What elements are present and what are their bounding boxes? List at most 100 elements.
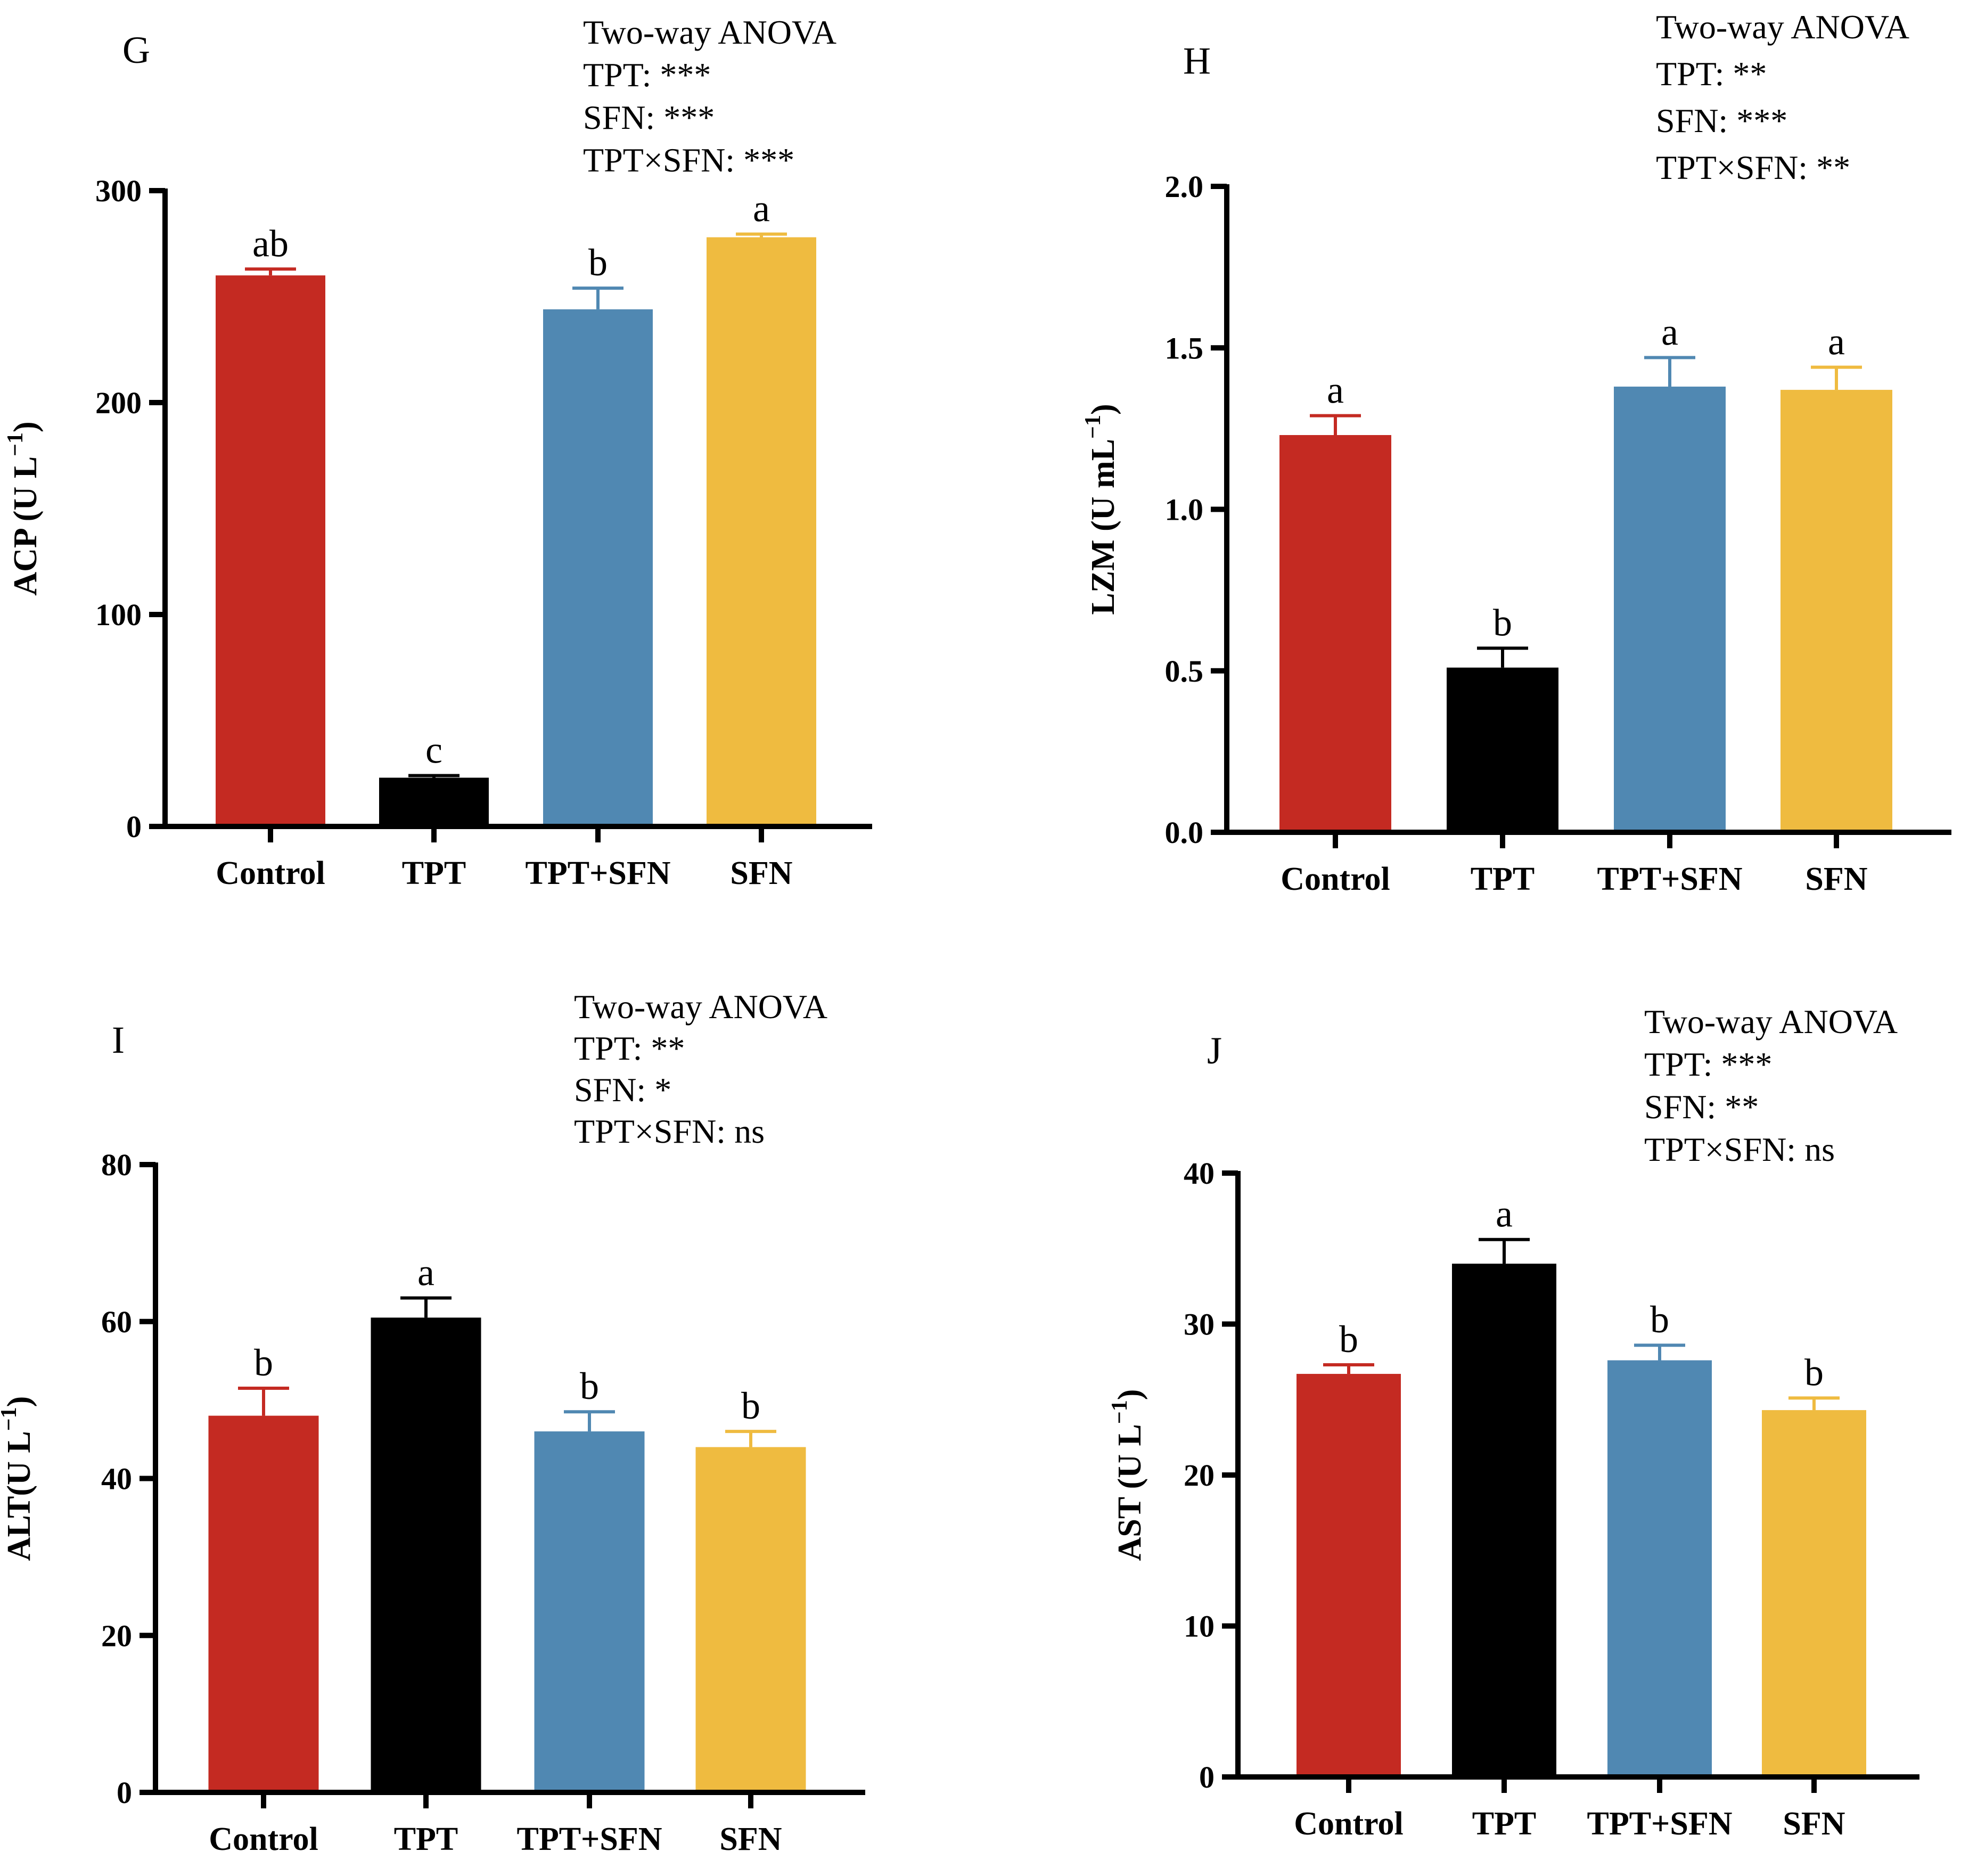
x-category-label: TPT (1472, 1806, 1537, 1842)
y-tick-label: 0 (117, 1775, 132, 1810)
x-category-label: TPT+SFN (525, 855, 670, 891)
anova-line: TPT×SFN: ns (1644, 1130, 1835, 1168)
significance-letter: a (753, 187, 770, 230)
y-tick-label: 0 (126, 809, 142, 844)
y-tick-label: 2.0 (1165, 169, 1204, 204)
y-tick-label: 0.5 (1165, 654, 1204, 689)
anova-line: Two-way ANOVA (583, 13, 836, 51)
bar-sfn (1781, 390, 1892, 832)
anova-line: TPT: *** (583, 56, 711, 94)
anova-line: TPT×SFN: *** (583, 141, 794, 179)
panel-letter: H (1183, 39, 1211, 82)
anova-line: TPT: ** (574, 1029, 685, 1067)
y-tick-label: 0.0 (1165, 815, 1204, 850)
significance-letter: a (1828, 321, 1845, 363)
y-axis-label-superscript: −1 (1107, 1400, 1132, 1424)
x-category-label: SFN (719, 1821, 782, 1857)
y-tick-label: 20 (101, 1618, 132, 1653)
y-tick-label: 1.0 (1165, 493, 1204, 527)
y-axis-label-text: LZM (U mL (1085, 439, 1121, 615)
y-axis-label: AST (U L−1) (1107, 1389, 1148, 1561)
significance-letter: a (1327, 369, 1344, 412)
bar-control (208, 1415, 319, 1792)
anova-line: SFN: * (574, 1071, 671, 1109)
bar-control (1279, 435, 1391, 832)
y-tick-label: 30 (1184, 1307, 1215, 1342)
x-category-label: Control (1294, 1806, 1404, 1842)
significance-letter: b (588, 241, 608, 284)
y-axis-label: ACP (U L−1) (3, 421, 44, 595)
y-tick-label: 60 (101, 1305, 132, 1339)
bar-tpt-plus-sfn (1614, 387, 1726, 832)
y-tick-label: 40 (101, 1462, 132, 1496)
significance-letter: b (1804, 1351, 1824, 1394)
y-tick-label: 0 (1199, 1760, 1215, 1795)
y-axis-label-superscript: −1 (0, 1407, 21, 1431)
bar-tpt-plus-sfn (534, 1431, 645, 1792)
x-category-label: TPT (402, 855, 466, 891)
significance-letter: b (741, 1385, 760, 1427)
panel-letter: G (122, 29, 150, 71)
x-category-label: Control (209, 1821, 318, 1857)
bar-tpt-plus-sfn (543, 309, 653, 826)
anova-line: TPT×SFN: ** (1656, 149, 1850, 186)
bar-tpt (1452, 1264, 1556, 1777)
panel-letter: J (1207, 1029, 1222, 1072)
significance-letter: b (580, 1365, 599, 1407)
significance-letter: b (1493, 601, 1512, 644)
x-category-label: TPT+SFN (1587, 1806, 1732, 1842)
significance-letter: a (1661, 310, 1678, 353)
significance-letter: ab (252, 222, 289, 265)
bar-sfn (695, 1447, 806, 1792)
bar-sfn (1762, 1410, 1866, 1777)
bar-tpt-plus-sfn (1607, 1360, 1712, 1777)
chart-panel-J: J Two-way ANOVA TPT: *** SFN: ** TPT×SFN: ns… (1107, 1003, 1919, 1842)
x-category-label: Control (1281, 861, 1390, 897)
significance-letter: b (1339, 1318, 1358, 1361)
y-axis-label-superscript: −1 (1081, 415, 1105, 439)
significance-letter: a (417, 1251, 434, 1294)
bar-tpt (379, 777, 489, 826)
y-tick-label: 40 (1184, 1156, 1215, 1191)
anova-line: Two-way ANOVA (1656, 8, 1909, 46)
significance-letter: a (1496, 1193, 1513, 1235)
y-tick-label: 1.5 (1165, 331, 1204, 365)
y-tick-label: 80 (101, 1148, 132, 1182)
bar-control (216, 275, 325, 827)
y-axis-label-text: ACP (U L (7, 456, 44, 596)
chart-panel-H: H Two-way ANOVA TPT: ** SFN: *** TPT×SFN: **… (1081, 8, 1951, 897)
x-category-label: TPT+SFN (1597, 861, 1742, 897)
panel-letter: I (112, 1019, 125, 1061)
anova-line: TPT: *** (1644, 1045, 1772, 1083)
anova-line: Two-way ANOVA (1644, 1003, 1898, 1041)
y-axis-label: LZM (U mL−1) (1081, 404, 1121, 615)
y-tick-label: 100 (95, 597, 142, 632)
x-category-label: TPT+SFN (516, 1821, 662, 1857)
anova-line: SFN: *** (1656, 102, 1787, 140)
significance-letter: b (254, 1341, 273, 1384)
anova-line: SFN: *** (583, 99, 715, 136)
y-axis-label-close: ) (1085, 404, 1121, 415)
bar-sfn (707, 237, 816, 826)
anova-line: TPT×SFN: ns (574, 1112, 765, 1150)
bar-tpt (1447, 667, 1558, 832)
y-axis-label-text: ALT(U L (1, 1431, 37, 1561)
x-category-label: TPT (1471, 861, 1535, 897)
x-category-label: SFN (1783, 1806, 1845, 1842)
x-category-label: Control (216, 855, 325, 891)
significance-letter: c (425, 728, 442, 771)
y-tick-label: 20 (1184, 1458, 1215, 1493)
x-category-label: TPT (394, 1821, 458, 1857)
bar-tpt (371, 1317, 481, 1792)
y-tick-label: 300 (95, 174, 142, 208)
bar-control (1297, 1374, 1401, 1777)
y-axis-label-text: AST (U L (1112, 1424, 1148, 1561)
y-tick-label: 200 (95, 386, 142, 420)
x-category-label: SFN (730, 855, 792, 891)
anova-line: Two-way ANOVA (574, 988, 827, 1026)
x-category-label: SFN (1805, 861, 1867, 897)
y-axis-label-close: ) (1, 1396, 37, 1407)
